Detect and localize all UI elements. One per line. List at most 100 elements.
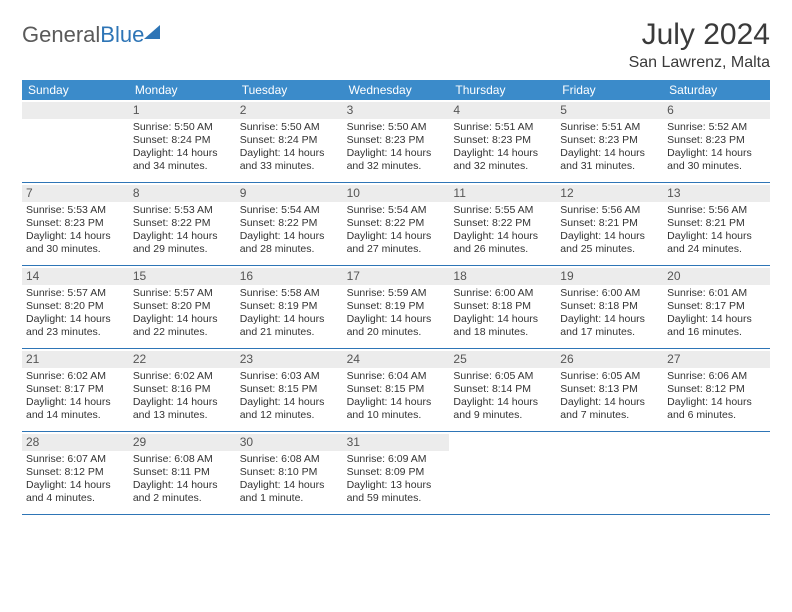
daylight-text: Daylight: 14 hours and 13 minutes. <box>133 396 232 422</box>
logo-text: GeneralBlue <box>22 22 144 48</box>
day-cell: 19Sunrise: 6:00 AMSunset: 8:18 PMDayligh… <box>556 266 663 348</box>
sunset-text: Sunset: 8:18 PM <box>560 300 659 313</box>
calendar-page: GeneralBlue July 2024 San Lawrenz, Malta… <box>0 0 792 515</box>
day-number: 30 <box>236 434 343 451</box>
sunset-text: Sunset: 8:21 PM <box>667 217 766 230</box>
daylight-text: Daylight: 14 hours and 9 minutes. <box>453 396 552 422</box>
sunset-text: Sunset: 8:23 PM <box>560 134 659 147</box>
sunset-text: Sunset: 8:22 PM <box>240 217 339 230</box>
day-cell: 26Sunrise: 6:05 AMSunset: 8:13 PMDayligh… <box>556 349 663 431</box>
dow-sunday: Sunday <box>22 80 129 100</box>
dow-monday: Monday <box>129 80 236 100</box>
daylight-text: Daylight: 14 hours and 25 minutes. <box>560 230 659 256</box>
daylight-text: Daylight: 14 hours and 30 minutes. <box>26 230 125 256</box>
day-cell: 11Sunrise: 5:55 AMSunset: 8:22 PMDayligh… <box>449 183 556 265</box>
sunrise-text: Sunrise: 5:56 AM <box>667 204 766 217</box>
sunset-text: Sunset: 8:22 PM <box>133 217 232 230</box>
sunrise-text: Sunrise: 5:58 AM <box>240 287 339 300</box>
day-number: 7 <box>22 185 129 202</box>
logo-text-general: General <box>22 22 100 47</box>
day-number: 14 <box>22 268 129 285</box>
day-number: 1 <box>129 102 236 119</box>
sunset-text: Sunset: 8:12 PM <box>667 383 766 396</box>
header: GeneralBlue July 2024 San Lawrenz, Malta <box>22 18 770 72</box>
daylight-text: Daylight: 14 hours and 12 minutes. <box>240 396 339 422</box>
daylight-text: Daylight: 14 hours and 14 minutes. <box>26 396 125 422</box>
sunrise-text: Sunrise: 6:08 AM <box>133 453 232 466</box>
daylight-text: Daylight: 14 hours and 32 minutes. <box>453 147 552 173</box>
daylight-text: Daylight: 14 hours and 23 minutes. <box>26 313 125 339</box>
day-cell: 8Sunrise: 5:53 AMSunset: 8:22 PMDaylight… <box>129 183 236 265</box>
day-cell: 15Sunrise: 5:57 AMSunset: 8:20 PMDayligh… <box>129 266 236 348</box>
day-number: 3 <box>343 102 450 119</box>
sunset-text: Sunset: 8:21 PM <box>560 217 659 230</box>
daylight-text: Daylight: 14 hours and 32 minutes. <box>347 147 446 173</box>
month-title: July 2024 <box>629 18 770 52</box>
logo: GeneralBlue <box>22 22 160 48</box>
sunset-text: Sunset: 8:11 PM <box>133 466 232 479</box>
daylight-text: Daylight: 14 hours and 27 minutes. <box>347 230 446 256</box>
day-cell: 5Sunrise: 5:51 AMSunset: 8:23 PMDaylight… <box>556 100 663 182</box>
daylight-text: Daylight: 14 hours and 18 minutes. <box>453 313 552 339</box>
dow-saturday: Saturday <box>663 80 770 100</box>
sunset-text: Sunset: 8:20 PM <box>133 300 232 313</box>
day-number: 25 <box>449 351 556 368</box>
sunset-text: Sunset: 8:14 PM <box>453 383 552 396</box>
day-number: 19 <box>556 268 663 285</box>
week-row: 21Sunrise: 6:02 AMSunset: 8:17 PMDayligh… <box>22 349 770 432</box>
dow-tuesday: Tuesday <box>236 80 343 100</box>
sunset-text: Sunset: 8:24 PM <box>133 134 232 147</box>
sunrise-text: Sunrise: 6:02 AM <box>26 370 125 383</box>
day-cell: 22Sunrise: 6:02 AMSunset: 8:16 PMDayligh… <box>129 349 236 431</box>
day-number: 12 <box>556 185 663 202</box>
week-row: 14Sunrise: 5:57 AMSunset: 8:20 PMDayligh… <box>22 266 770 349</box>
sunset-text: Sunset: 8:24 PM <box>240 134 339 147</box>
dow-thursday: Thursday <box>449 80 556 100</box>
day-cell: 30Sunrise: 6:08 AMSunset: 8:10 PMDayligh… <box>236 432 343 514</box>
day-number: 24 <box>343 351 450 368</box>
sunrise-text: Sunrise: 5:50 AM <box>133 121 232 134</box>
sunset-text: Sunset: 8:23 PM <box>347 134 446 147</box>
sunset-text: Sunset: 8:19 PM <box>240 300 339 313</box>
sunrise-text: Sunrise: 6:08 AM <box>240 453 339 466</box>
daylight-text: Daylight: 14 hours and 16 minutes. <box>667 313 766 339</box>
sunrise-text: Sunrise: 6:01 AM <box>667 287 766 300</box>
daylight-text: Daylight: 14 hours and 4 minutes. <box>26 479 125 505</box>
day-number: 5 <box>556 102 663 119</box>
sunset-text: Sunset: 8:13 PM <box>560 383 659 396</box>
sunrise-text: Sunrise: 5:53 AM <box>26 204 125 217</box>
sunrise-text: Sunrise: 6:07 AM <box>26 453 125 466</box>
daylight-text: Daylight: 14 hours and 20 minutes. <box>347 313 446 339</box>
day-cell: 1 Sunrise: 5:50 AMSunset: 8:24 PMDaylight… <box>129 100 236 182</box>
sunrise-text: Sunrise: 6:05 AM <box>453 370 552 383</box>
day-number: 31 <box>343 434 450 451</box>
location-label: San Lawrenz, Malta <box>629 54 770 72</box>
day-cell: 31Sunrise: 6:09 AMSunset: 8:09 PMDayligh… <box>343 432 450 514</box>
day-number: 15 <box>129 268 236 285</box>
daylight-text: Daylight: 14 hours and 17 minutes. <box>560 313 659 339</box>
sunrise-text: Sunrise: 5:50 AM <box>347 121 446 134</box>
day-number: 2 <box>236 102 343 119</box>
week-row: 7Sunrise: 5:53 AMSunset: 8:23 PMDaylight… <box>22 183 770 266</box>
day-cell: 10Sunrise: 5:54 AMSunset: 8:22 PMDayligh… <box>343 183 450 265</box>
day-cell: 7Sunrise: 5:53 AMSunset: 8:23 PMDaylight… <box>22 183 129 265</box>
day-number: 28 <box>22 434 129 451</box>
daylight-text: Daylight: 14 hours and 7 minutes. <box>560 396 659 422</box>
day-number: 10 <box>343 185 450 202</box>
sunrise-text: Sunrise: 5:59 AM <box>347 287 446 300</box>
day-cell: 12Sunrise: 5:56 AMSunset: 8:21 PMDayligh… <box>556 183 663 265</box>
sunrise-text: Sunrise: 6:04 AM <box>347 370 446 383</box>
sunrise-text: Sunrise: 5:55 AM <box>453 204 552 217</box>
daylight-text: Daylight: 14 hours and 1 minute. <box>240 479 339 505</box>
day-number: 11 <box>449 185 556 202</box>
day-number: 21 <box>22 351 129 368</box>
day-cell: 24Sunrise: 6:04 AMSunset: 8:15 PMDayligh… <box>343 349 450 431</box>
day-number: 13 <box>663 185 770 202</box>
daylight-text: Daylight: 14 hours and 34 minutes. <box>133 147 232 173</box>
logo-triangle-icon <box>144 25 160 39</box>
day-cell: 23Sunrise: 6:03 AMSunset: 8:15 PMDayligh… <box>236 349 343 431</box>
calendar-grid: SundayMondayTuesdayWednesdayThursdayFrid… <box>22 80 770 515</box>
daylight-text: Daylight: 14 hours and 29 minutes. <box>133 230 232 256</box>
sunrise-text: Sunrise: 5:51 AM <box>453 121 552 134</box>
daylight-text: Daylight: 14 hours and 2 minutes. <box>133 479 232 505</box>
